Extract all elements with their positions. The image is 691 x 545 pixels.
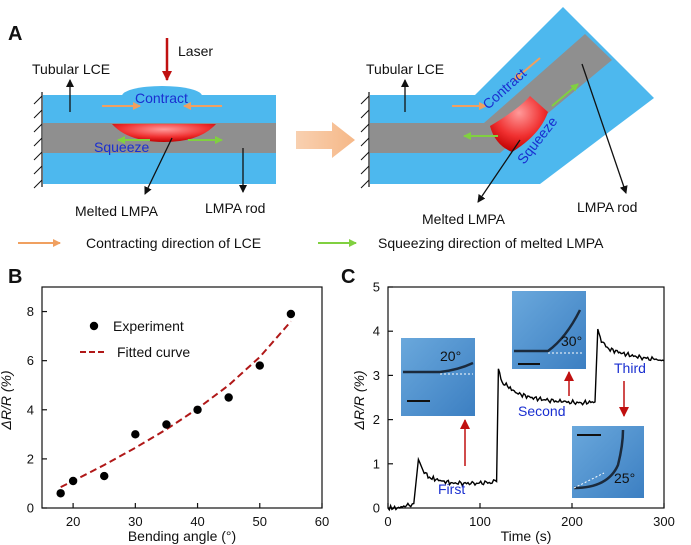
inset-second-angle: 30° xyxy=(561,333,582,349)
chart-c-signal-line xyxy=(387,328,665,512)
experiment-point xyxy=(162,420,171,429)
contract-arrow-upper xyxy=(513,57,541,81)
legend-experiment-label: Experiment xyxy=(113,318,184,334)
experiment-point xyxy=(193,405,202,414)
chart-c-ytick-label: 1 xyxy=(373,456,380,471)
experiment-point xyxy=(286,309,296,319)
tubular-lce-bent-body xyxy=(370,7,654,184)
laser-label: Laser xyxy=(178,43,213,59)
lmpa-rod-pointer-right xyxy=(581,63,628,194)
contract-label-left: Contract xyxy=(135,90,188,106)
inset-second-photo xyxy=(512,291,586,369)
melted-lmpa-region xyxy=(112,124,216,142)
chart-b-ytick-label: 0 xyxy=(27,501,34,516)
chart-b-fitted-curve xyxy=(60,320,292,488)
inset-first-sample xyxy=(403,361,474,374)
chart-c-ytick-label: 5 xyxy=(373,280,380,295)
annotation-third: Third xyxy=(614,360,646,376)
melted-lmpa-pointer-right xyxy=(477,139,521,203)
annotation-second: Second xyxy=(518,403,565,419)
chart-b-ytick-label: 6 xyxy=(27,353,34,368)
chart-b-xtick-label: 40 xyxy=(190,514,204,529)
melted-lmpa-pointer-left xyxy=(144,137,173,195)
chart-b-ytick-label: 2 xyxy=(27,451,34,466)
inset-first: 20° xyxy=(401,338,475,416)
legend-fitted-label: Fitted curve xyxy=(117,344,190,360)
experiment-point xyxy=(255,361,264,370)
inset-third-photo xyxy=(572,426,644,498)
annotation-first: First xyxy=(438,481,465,497)
chart-b-points xyxy=(56,309,296,498)
inset-third-sample xyxy=(573,429,625,490)
chart-c-ylabel: ΔR/R (%) xyxy=(351,370,367,430)
legend-green-label: Squeezing direction of melted LMPA xyxy=(378,235,604,251)
chart-b-ytick-label: 8 xyxy=(27,304,34,319)
chart-b-xtick-label: 50 xyxy=(253,514,267,529)
experiment-point xyxy=(131,430,140,439)
chart-c-frame xyxy=(387,286,665,509)
chart-b-xtick-label: 20 xyxy=(66,514,80,529)
chart-c-xtick-label: 300 xyxy=(653,514,675,529)
lmpa-rod-label-right: LMPA rod xyxy=(577,199,637,215)
chart-b-ylabel: ΔR/R (%) xyxy=(0,370,14,430)
panel-b: B 20 30 40 50 60 0 2 4 6 8 Experiment Fitted curv… xyxy=(0,266,329,544)
tubular-lce-label-right: Tubular LCE xyxy=(366,61,444,77)
wall-hatch xyxy=(33,95,43,189)
wall-hatch-right xyxy=(360,95,370,189)
experiment-point xyxy=(224,393,233,402)
experiment-point xyxy=(100,471,109,481)
experiment-point xyxy=(56,489,65,498)
chart-b-xtick-label: 60 xyxy=(315,514,329,529)
chart-b-xtick-label: 30 xyxy=(128,514,142,529)
chart-b-xlabel: Bending angle (°) xyxy=(128,528,236,544)
panel-c-letter: C xyxy=(341,266,355,288)
inset-second-sample xyxy=(514,309,582,353)
transition-arrow xyxy=(296,122,355,158)
lce-bulge xyxy=(122,86,202,106)
chart-c-xtick-label: 100 xyxy=(469,514,491,529)
lmpa-rod-bent-body xyxy=(370,34,612,153)
chart-b-frame xyxy=(41,286,323,509)
chart-c-ytick-label: 3 xyxy=(373,368,380,383)
melted-lmpa-region-right xyxy=(490,96,548,152)
squeeze-arrow-upper xyxy=(551,83,579,107)
chart-c-xtick-label: 200 xyxy=(561,514,583,529)
inset-third-angle: 25° xyxy=(614,470,635,486)
chart-b-ticks: 20 30 40 50 60 0 2 4 6 8 xyxy=(27,304,329,529)
legend-experiment-marker xyxy=(89,321,99,331)
melted-lmpa-label-right: Melted LMPA xyxy=(422,211,506,227)
inset-first-photo xyxy=(401,338,475,416)
left-device: Contract Squeeze Laser Tubular LCE Melte… xyxy=(32,38,276,219)
panel-a-letter: A xyxy=(8,23,22,45)
chart-c-xlabel: Time (s) xyxy=(501,528,552,544)
chart-c-ytick-label: 0 xyxy=(373,501,380,516)
experiment-point xyxy=(68,476,78,486)
chart-c-ytick-label: 4 xyxy=(373,324,380,339)
melted-lmpa-label-left: Melted LMPA xyxy=(75,203,159,219)
right-device: Contract Squeeze Tubular LCE Melted LMPA… xyxy=(360,7,654,227)
inset-first-angle: 20° xyxy=(440,348,461,364)
chart-b-ytick-label: 4 xyxy=(27,402,34,417)
squeeze-label-left: Squeeze xyxy=(94,139,149,155)
inset-third-reference xyxy=(573,472,605,489)
lmpa-rod-label-left: LMPA rod xyxy=(205,200,265,216)
chart-c-xtick-label: 0 xyxy=(384,514,391,529)
legend-orange-label: Contracting direction of LCE xyxy=(86,235,261,251)
inset-third: 25° xyxy=(572,426,644,498)
panel-c: C 0 100 200 300 0 1 2 3 4 5 20° 30° 25° xyxy=(341,266,675,544)
panel-a: A Contract Squeeze xyxy=(8,7,654,251)
tubular-lce-label-left: Tubular LCE xyxy=(32,61,110,77)
panel-b-letter: B xyxy=(8,266,22,288)
inset-second: 30° xyxy=(512,291,586,369)
chart-c-ytick-label: 2 xyxy=(373,412,380,427)
